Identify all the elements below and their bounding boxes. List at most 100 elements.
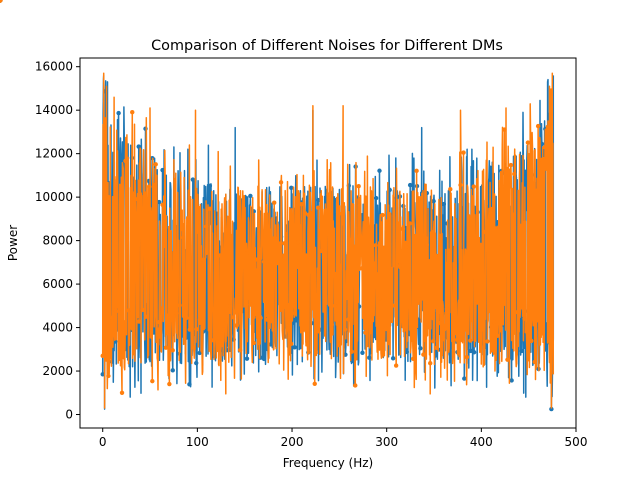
data-point xyxy=(400,226,406,232)
data-point xyxy=(424,242,430,247)
data-point xyxy=(519,348,525,354)
data-point xyxy=(549,316,554,321)
data-point xyxy=(339,211,345,216)
data-point xyxy=(258,315,263,321)
data-point xyxy=(404,349,409,355)
data-point xyxy=(173,310,179,316)
data-point xyxy=(366,226,372,232)
data-point xyxy=(207,206,213,211)
x-tick-label: 500 xyxy=(565,435,588,449)
data-point xyxy=(502,127,507,132)
data-point xyxy=(153,162,158,167)
data-point xyxy=(495,333,500,338)
data-point xyxy=(143,314,149,319)
data-point xyxy=(353,383,358,388)
chart-title: Comparison of Different Noises for Diffe… xyxy=(151,38,503,54)
data-point xyxy=(241,218,246,224)
data-point xyxy=(207,183,213,189)
data-point xyxy=(187,382,192,387)
data-point xyxy=(265,317,270,322)
data-point xyxy=(373,243,378,248)
data-point xyxy=(254,257,260,262)
data-point xyxy=(387,211,392,217)
data-point xyxy=(481,229,487,235)
data-point xyxy=(393,363,399,368)
data-point xyxy=(522,316,527,321)
data-point xyxy=(359,266,365,271)
data-point xyxy=(163,345,169,350)
x-tick-label: 300 xyxy=(375,435,398,449)
y-tick-label: 10000 xyxy=(35,190,73,204)
data-point xyxy=(441,201,447,207)
data-point xyxy=(136,144,141,149)
data-point xyxy=(268,264,274,269)
data-point xyxy=(177,303,182,308)
data-point xyxy=(370,312,375,317)
data-point xyxy=(275,260,280,266)
data-point xyxy=(217,253,223,258)
data-point xyxy=(468,338,473,343)
data-point xyxy=(119,390,125,395)
y-tick-label: 8000 xyxy=(42,234,73,248)
data-point xyxy=(289,341,294,347)
data-point xyxy=(197,317,202,322)
data-point xyxy=(309,211,314,216)
data-point xyxy=(140,307,145,313)
data-point xyxy=(441,336,446,342)
data-point xyxy=(434,345,439,351)
data-point xyxy=(136,319,142,324)
data-point xyxy=(518,223,524,228)
data-point xyxy=(332,303,338,309)
data-point xyxy=(156,199,162,205)
data-point xyxy=(306,212,311,218)
y-tick-label: 14000 xyxy=(35,103,73,117)
data-point xyxy=(414,168,419,174)
data-point xyxy=(546,131,551,137)
data-point xyxy=(377,168,382,173)
data-point xyxy=(282,241,287,246)
data-point xyxy=(237,347,243,353)
data-point xyxy=(227,303,233,309)
data-point xyxy=(295,240,301,245)
x-axis-label: Frequency (Hz) xyxy=(283,456,374,470)
data-point xyxy=(315,205,321,210)
data-point xyxy=(160,167,165,173)
data-point xyxy=(498,242,504,247)
data-point xyxy=(187,327,193,332)
data-point xyxy=(106,373,111,379)
data-point xyxy=(492,319,497,325)
data-point xyxy=(509,378,514,383)
data-point xyxy=(150,378,155,384)
data-point xyxy=(214,249,219,254)
data-point xyxy=(119,153,125,158)
data-point xyxy=(261,259,267,265)
data-point xyxy=(532,359,537,365)
data-point xyxy=(170,348,175,353)
y-axis: 0 2000 4000 6000 8000 10000 12000 14000 16000 xyxy=(35,60,80,422)
data-point xyxy=(437,320,443,326)
data-point xyxy=(539,141,545,147)
data-point xyxy=(329,322,334,327)
data-point xyxy=(248,302,253,307)
data-point xyxy=(383,326,389,332)
data-point xyxy=(319,248,324,254)
data-point xyxy=(302,210,308,216)
y-tick-label: 4000 xyxy=(42,321,73,335)
data-point xyxy=(292,311,297,316)
data-point xyxy=(367,355,372,360)
data-point xyxy=(167,381,172,387)
data-point xyxy=(184,315,189,321)
data-point xyxy=(248,193,253,199)
data-point xyxy=(462,376,467,381)
data-point xyxy=(130,110,135,115)
data-point xyxy=(407,221,412,226)
data-point xyxy=(234,323,239,328)
data-point xyxy=(123,158,128,164)
data-point xyxy=(289,185,294,191)
data-point xyxy=(315,197,321,203)
data-point xyxy=(204,328,209,333)
data-point xyxy=(285,326,291,331)
data-point xyxy=(126,308,132,313)
data-point xyxy=(461,150,466,155)
